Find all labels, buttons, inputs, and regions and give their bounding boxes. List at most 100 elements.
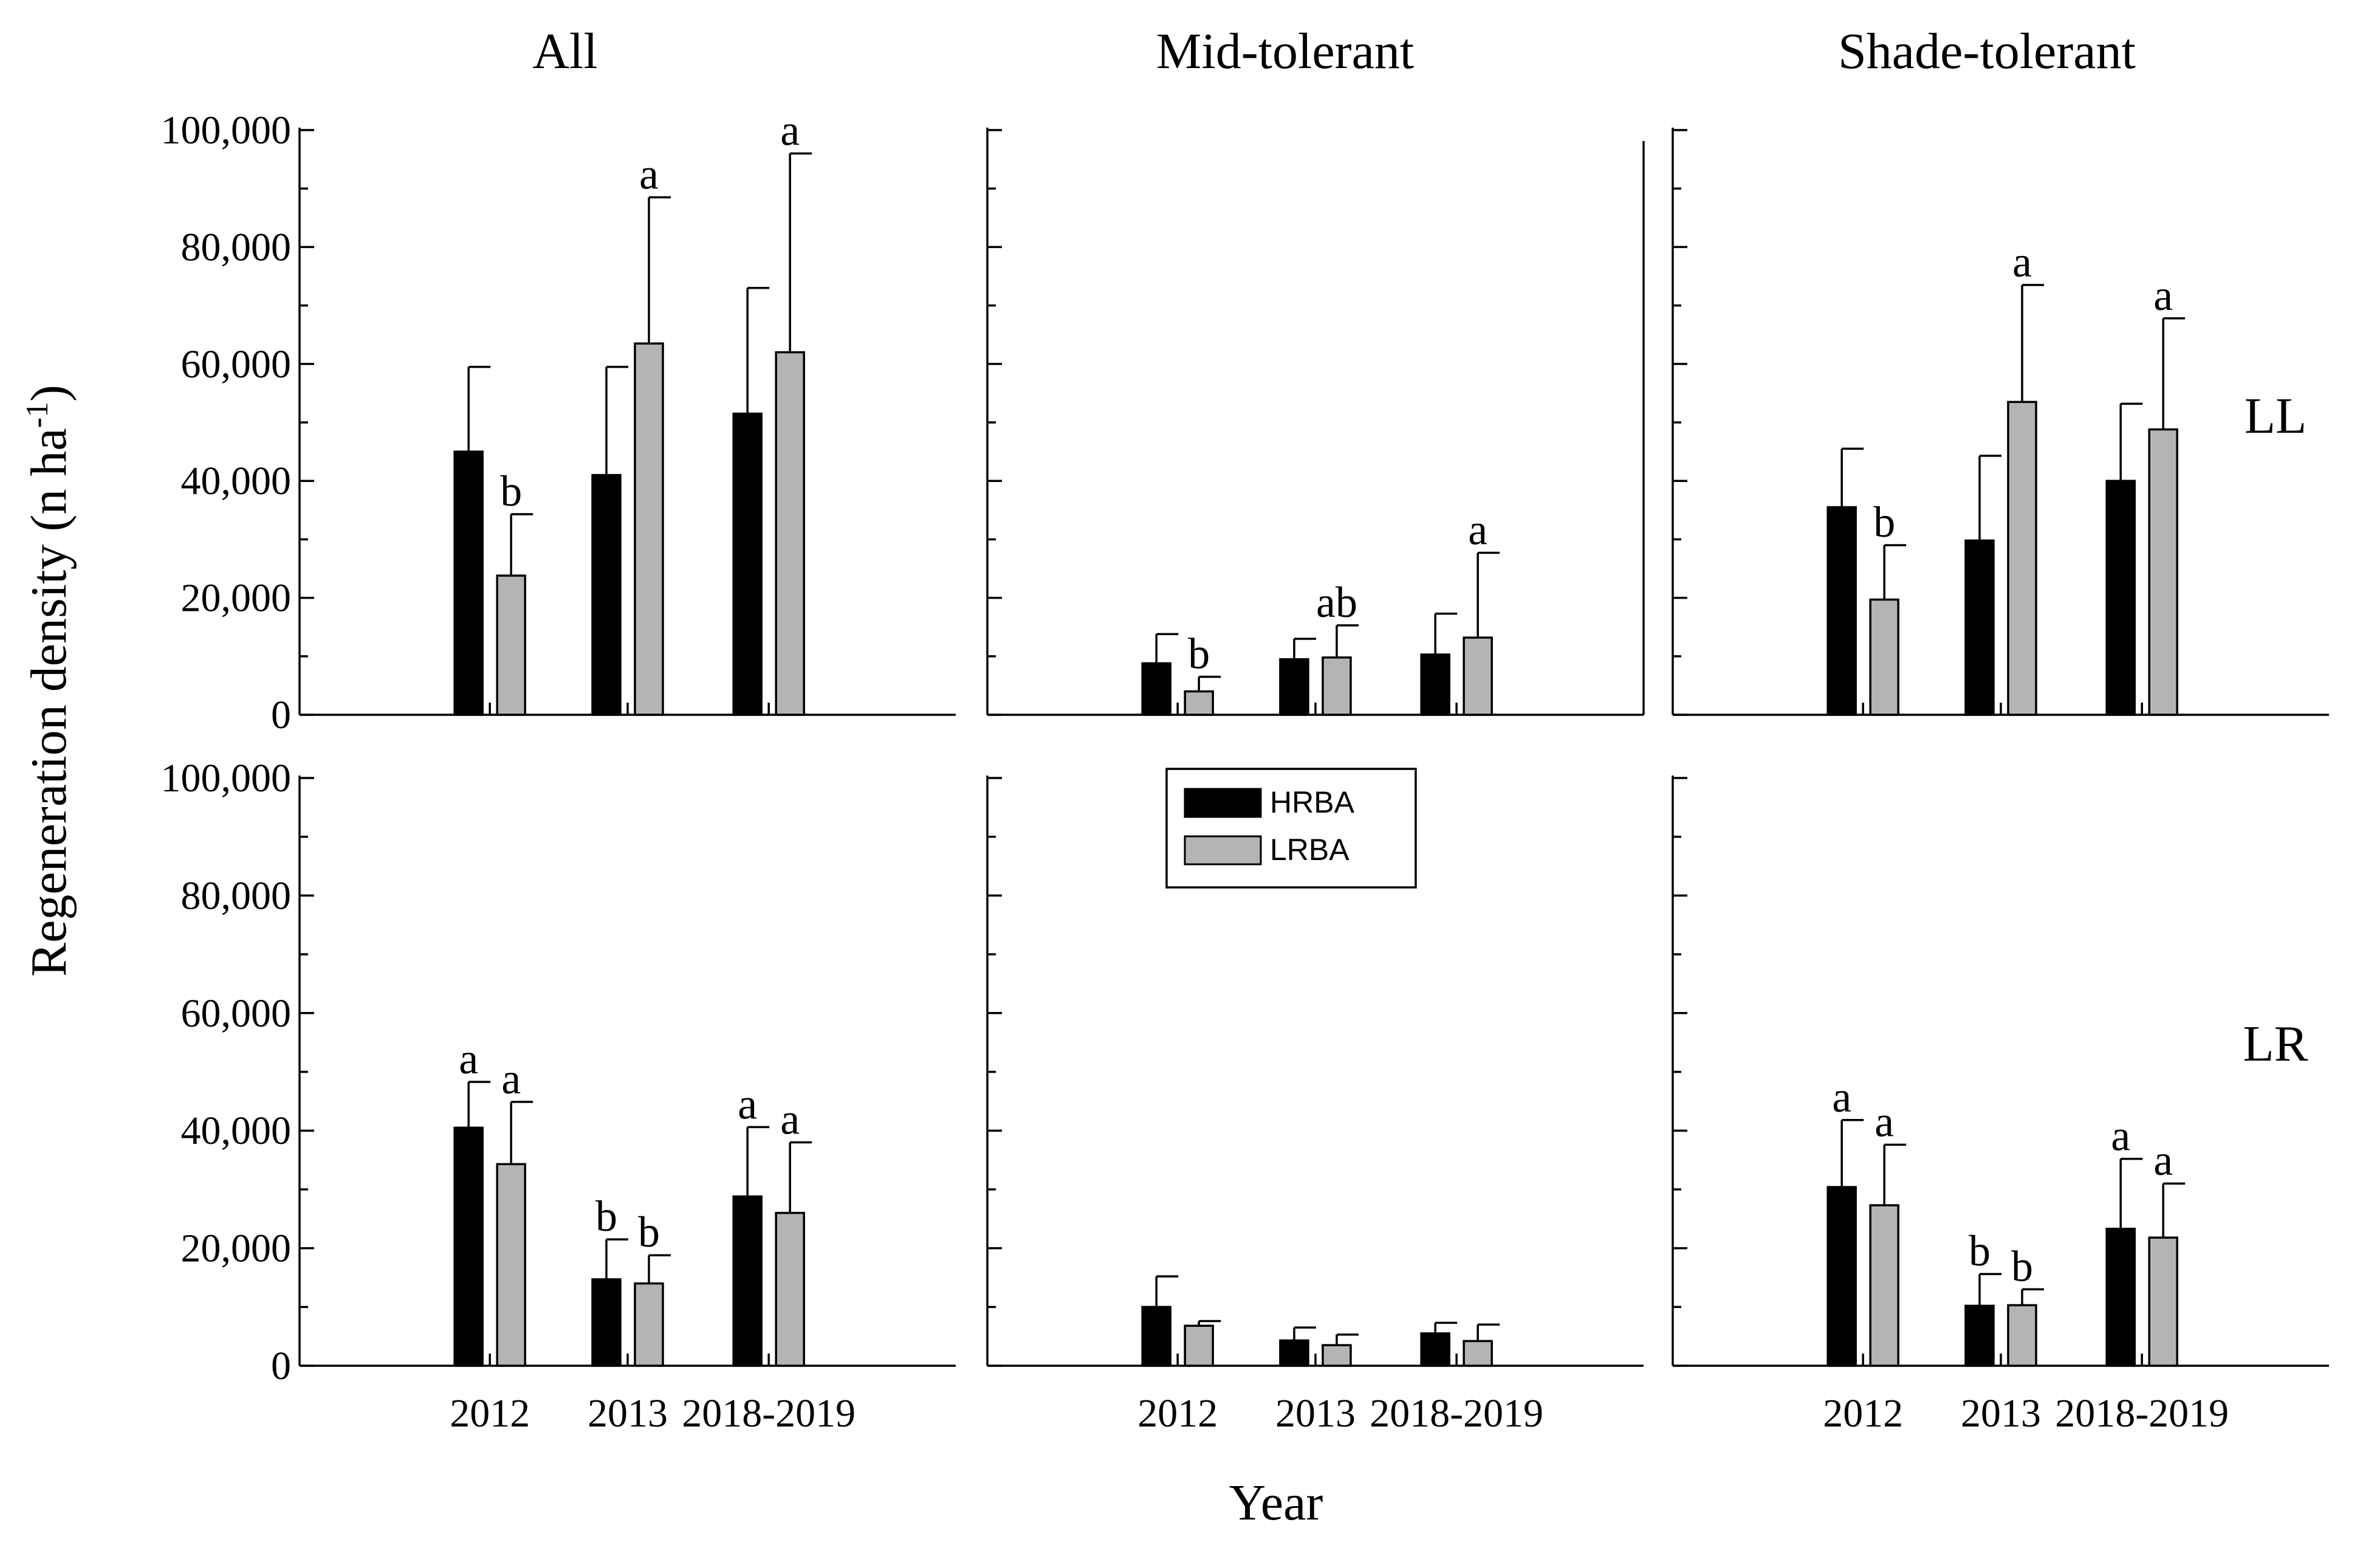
significance-label: a bbox=[2012, 238, 2032, 286]
column-title-mid-tolerant: Mid-tolerant bbox=[1156, 23, 1415, 80]
legend-label-lrba: LRBA bbox=[1270, 833, 1349, 867]
significance-label: b bbox=[1969, 1227, 1991, 1275]
y-tick-label: 60,000 bbox=[181, 342, 292, 387]
column-title-shade-tolerant: Shade-tolerant bbox=[1838, 23, 2136, 80]
y-tick-label: 40,000 bbox=[181, 459, 292, 503]
y-tick-label: 40,000 bbox=[181, 1109, 292, 1153]
row-label-ll: LL bbox=[2245, 388, 2307, 444]
x-tick-label: 2013 bbox=[1961, 1391, 2041, 1436]
y-axis-label: Regeneration density (n ha-1) bbox=[20, 385, 77, 977]
bar-hrba-2018-2019 bbox=[732, 1195, 763, 1367]
bar-hrba-2018-2019 bbox=[2105, 1227, 2136, 1367]
bar-hrba-2012 bbox=[1141, 662, 1171, 716]
bar-lrba-2018-2019 bbox=[775, 351, 805, 716]
bar-lrba-2012 bbox=[1869, 1204, 1899, 1367]
bar-hrba-2012 bbox=[1826, 506, 1857, 716]
significance-label: a bbox=[1874, 1097, 1894, 1146]
x-tick-label: 2012 bbox=[450, 1391, 530, 1436]
significance-label: b bbox=[595, 1192, 617, 1241]
x-tick-label: 2018-2019 bbox=[1370, 1391, 1543, 1436]
bar-hrba-2012 bbox=[1826, 1186, 1857, 1367]
panel-lr-mid-tolerant: 2012 2013 2018-2019 bbox=[986, 776, 1644, 1436]
significance-label: a bbox=[1832, 1073, 1851, 1121]
y-tick-label: 60,000 bbox=[181, 991, 292, 1036]
significance-label: b bbox=[638, 1208, 660, 1256]
bar-lrba-2013 bbox=[2007, 401, 2037, 716]
bar-lrba-2018-2019 bbox=[775, 1211, 805, 1367]
significance-label: a bbox=[2153, 1136, 2173, 1185]
significance-label: a bbox=[459, 1034, 478, 1083]
significance-label: ab bbox=[1316, 578, 1357, 627]
bar-lrba-2018-2019 bbox=[2148, 428, 2178, 716]
significance-label: b bbox=[500, 467, 522, 515]
y-axis-label-main: Regeneration density (n ha bbox=[21, 428, 77, 977]
x-tick-label: 2018-2019 bbox=[682, 1391, 856, 1436]
y-axis-label-end: ) bbox=[21, 385, 77, 402]
y-tick-label: 20,000 bbox=[181, 1227, 292, 1271]
bar-lrba-2012 bbox=[1869, 598, 1899, 716]
y-tick-label: 100,000 bbox=[161, 108, 292, 153]
significance-label: a bbox=[2153, 271, 2173, 320]
bar-hrba-2013 bbox=[1279, 658, 1309, 716]
significance-label: a bbox=[501, 1055, 521, 1103]
y-tick-label: 20,000 bbox=[181, 576, 292, 621]
significance-label: b bbox=[2011, 1242, 2033, 1290]
bar-hrba-2012 bbox=[1141, 1306, 1171, 1367]
bar-lrba-2012 bbox=[496, 1163, 526, 1367]
bar-lrba-2013 bbox=[1322, 656, 1352, 716]
significance-label: a bbox=[738, 1079, 757, 1128]
x-tick-label: 2013 bbox=[588, 1391, 668, 1436]
y-tick-label: 100,000 bbox=[161, 756, 292, 800]
bar-hrba-2018-2019 bbox=[2105, 480, 2136, 716]
bar-hrba-2013 bbox=[1964, 539, 1995, 716]
y-axis-label-sup: -1 bbox=[20, 402, 55, 428]
column-title-all: All bbox=[532, 23, 597, 80]
x-tick-label: 2018-2019 bbox=[2055, 1391, 2229, 1436]
legend-label-hrba: HRBA bbox=[1270, 785, 1355, 819]
significance-label: a bbox=[780, 1095, 800, 1144]
legend-swatch-hrba bbox=[1184, 788, 1262, 818]
significance-label: a bbox=[1468, 506, 1487, 554]
bar-lrba-2018-2019 bbox=[2148, 1236, 2178, 1367]
significance-label: a bbox=[780, 106, 800, 154]
x-tick-label: 2013 bbox=[1275, 1391, 1356, 1436]
panel-ll-all: 0 20,000 40,000 60,000 80,000 100,000 b a a bbox=[161, 106, 956, 737]
bar-lrba-2012 bbox=[1184, 690, 1214, 716]
legend: HRBA LRBA bbox=[1165, 768, 1417, 889]
x-tick-label: 2012 bbox=[1823, 1391, 1903, 1436]
bar-hrba-2013 bbox=[1964, 1304, 1995, 1367]
bar-lrba-2012 bbox=[1184, 1324, 1214, 1367]
significance-label: b bbox=[1873, 498, 1895, 546]
bar-hrba-2018-2019 bbox=[732, 412, 763, 716]
bar-hrba-2018-2019 bbox=[1420, 1332, 1450, 1367]
bar-lrba-2012 bbox=[496, 574, 526, 716]
bar-lrba-2013 bbox=[634, 342, 664, 716]
row-label-lr: LR bbox=[2243, 1016, 2308, 1072]
y-tick-label: 80,000 bbox=[181, 225, 292, 269]
bar-hrba-2012 bbox=[453, 1126, 484, 1367]
bar-hrba-2013 bbox=[591, 1278, 622, 1367]
panel-ll-mid-tolerant: b ab a bbox=[986, 128, 1645, 716]
y-tick-label: 0 bbox=[271, 693, 291, 737]
bar-lrba-2018-2019 bbox=[1463, 1340, 1493, 1367]
significance-label: a bbox=[639, 150, 659, 199]
y-tick-label: 0 bbox=[271, 1344, 291, 1388]
bar-lrba-2013 bbox=[634, 1282, 664, 1367]
x-axis-label: Year bbox=[1229, 1475, 1323, 1531]
bar-lrba-2013 bbox=[1322, 1344, 1352, 1367]
y-tick-label: 80,000 bbox=[181, 873, 292, 918]
panel-ll-shade-tolerant: b a a bbox=[1672, 128, 2329, 716]
bar-hrba-2013 bbox=[1279, 1339, 1309, 1367]
bar-lrba-2018-2019 bbox=[1463, 636, 1493, 716]
legend-swatch-lrba bbox=[1184, 835, 1262, 866]
bar-hrba-2012 bbox=[453, 450, 484, 716]
bar-lrba-2013 bbox=[2007, 1304, 2037, 1367]
x-tick-label: 2012 bbox=[1137, 1391, 1218, 1436]
significance-label: b bbox=[1188, 629, 1210, 678]
bar-hrba-2013 bbox=[591, 473, 622, 716]
significance-label: a bbox=[2111, 1112, 2130, 1160]
